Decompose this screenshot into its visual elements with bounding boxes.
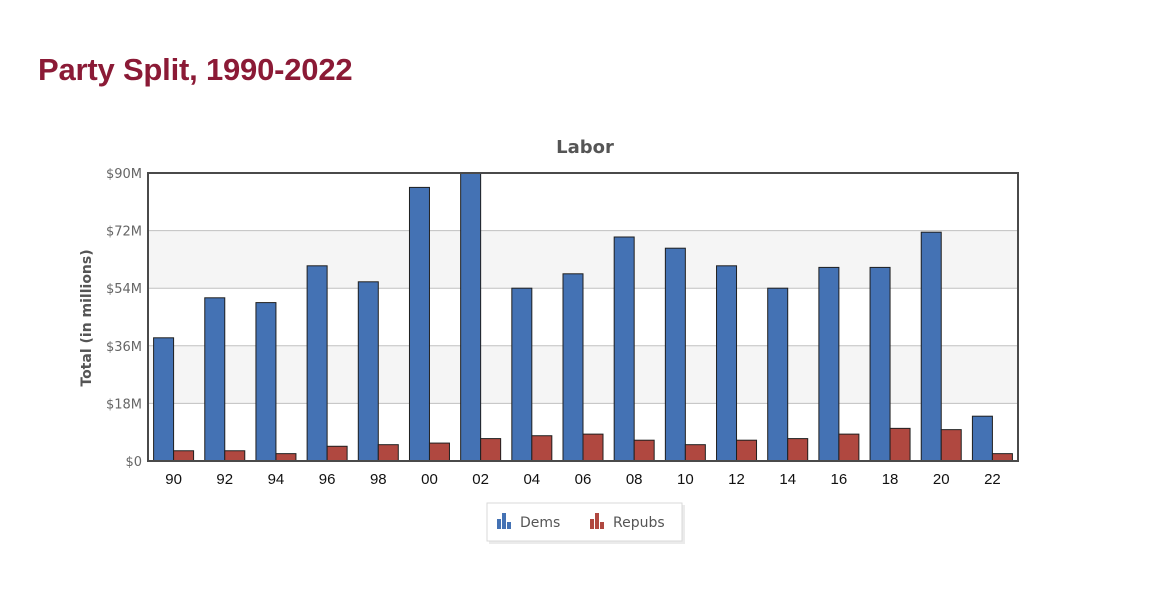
bar-repubs-10[interactable] (684, 444, 706, 462)
y-axis-label: Total (in millions) (79, 249, 95, 386)
x-tick-label: 10 (677, 471, 694, 488)
x-tick-label: 04 (523, 471, 540, 488)
bar-dems-22[interactable] (971, 415, 993, 462)
bar-repubs-12[interactable] (736, 439, 758, 462)
x-tick-label: 92 (216, 471, 233, 488)
bar-repubs-14[interactable] (787, 438, 809, 462)
x-tick-label: 16 (831, 471, 848, 488)
bar-dems-02[interactable] (460, 172, 482, 462)
bar-repubs-08[interactable] (633, 439, 655, 462)
y-tick-label: $90M (106, 167, 142, 182)
x-axis-ticks: 90 92 94 96 98 00 02 04 06 08 10 12 14 16 18 20 22 (165, 471, 1001, 488)
bar-repubs-98[interactable] (377, 444, 399, 462)
legend-item-dems[interactable]: Dems (497, 513, 560, 531)
bar-repubs-02[interactable] (480, 438, 502, 462)
bar-dems-08[interactable] (613, 236, 635, 462)
x-tick-label: 94 (268, 471, 285, 488)
bar-repubs-92[interactable] (224, 450, 246, 462)
y-tick-label: $54M (106, 282, 142, 297)
chart-title: Labor (556, 137, 614, 158)
bar-dems-12[interactable] (716, 265, 738, 462)
page-title: Party Split, 1990-2022 (38, 52, 353, 87)
bar-repubs-94[interactable] (275, 453, 297, 462)
bar-dems-04[interactable] (511, 287, 533, 462)
bar-repubs-96[interactable] (326, 445, 348, 462)
y-tick-label: $18M (106, 397, 142, 412)
bar-dems-00[interactable] (408, 186, 430, 462)
y-axis-ticks: $0 $18M $36M $54M $72M $90M (106, 167, 142, 470)
bar-repubs-18[interactable] (889, 427, 911, 462)
bar-dems-06[interactable] (562, 273, 584, 462)
x-tick-label: 12 (728, 471, 745, 488)
plot-band (148, 173, 1018, 231)
x-tick-label: 90 (165, 471, 182, 488)
legend-item-repubs[interactable]: Repubs (590, 513, 665, 531)
x-tick-label: 20 (933, 471, 950, 488)
x-tick-label: 00 (421, 471, 438, 488)
x-tick-label: 22 (984, 471, 1001, 488)
legend-label-repubs: Repubs (613, 515, 665, 531)
y-tick-label: $72M (106, 225, 142, 240)
bars (153, 172, 1013, 462)
legend-label-dems: Dems (520, 515, 560, 531)
bar-dems-20[interactable] (920, 231, 942, 462)
bar-dems-16[interactable] (818, 266, 840, 462)
bar-dems-94[interactable] (255, 302, 277, 462)
x-tick-label: 96 (319, 471, 336, 488)
bar-dems-10[interactable] (664, 247, 686, 462)
bar-repubs-06[interactable] (582, 433, 604, 462)
bar-repubs-04[interactable] (531, 435, 553, 462)
bar-dems-98[interactable] (357, 281, 379, 462)
y-tick-label: $36M (106, 340, 142, 355)
legend-box (486, 502, 683, 542)
x-tick-label: 02 (472, 471, 489, 488)
x-tick-label: 18 (882, 471, 899, 488)
bar-repubs-20[interactable] (940, 429, 962, 462)
bar-dems-90[interactable] (153, 337, 175, 462)
x-tick-label: 08 (626, 471, 643, 488)
y-tick-label: $0 (125, 455, 142, 470)
bar-repubs-22[interactable] (991, 453, 1013, 462)
bar-repubs-00[interactable] (428, 442, 450, 462)
bar-dems-96[interactable] (306, 265, 328, 462)
bar-dems-18[interactable] (869, 266, 891, 462)
bar-dems-14[interactable] (767, 287, 789, 462)
dems-bar-chart-icon (497, 513, 511, 529)
bar-repubs-90[interactable] (173, 450, 195, 462)
x-tick-label: 98 (370, 471, 387, 488)
bar-dems-92[interactable] (204, 297, 226, 462)
plot-frame (147, 172, 1019, 462)
bar-repubs-16[interactable] (838, 433, 860, 462)
repubs-bar-chart-icon (590, 513, 604, 529)
x-tick-label: 14 (779, 471, 796, 488)
x-tick-label: 06 (575, 471, 592, 488)
legend: Dems Repubs (486, 502, 685, 544)
